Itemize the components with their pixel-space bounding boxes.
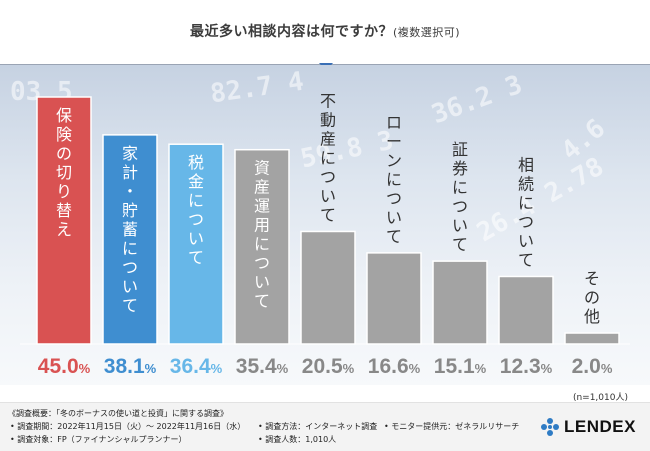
value-label-7: 15.1% (434, 355, 487, 378)
bar-9 (564, 332, 620, 345)
category-label-6: ローンについて (386, 113, 402, 246)
survey-footer: 《調査概要：「冬のボーナスの使い道と投資」に関する調査》 • 調査期間：2022… (0, 402, 650, 451)
survey-method: • 調査方法：インターネット調査 (258, 422, 378, 431)
survey-provider: • モニター提供元：ゼネラルリサーチ (384, 422, 520, 431)
category-label-3: 税金について (188, 153, 204, 267)
survey-count: • 調査人数：1,010人 (258, 435, 337, 444)
bar-1 (36, 96, 92, 345)
bar-3 (168, 143, 224, 345)
bar-chart: 保険の切り替え 45.0% 家計・貯蓄について 38.1% 税金について 36.4% 資産運… (20, 91, 630, 378)
category-label-8: 相続について (518, 155, 534, 269)
chart-title-sub: (複数選択可) (392, 26, 461, 39)
survey-target: • 調査対象：FP（ファイナンシャルプランナー） (10, 435, 187, 444)
survey-overview: 《調査概要：「冬のボーナスの使い道と投資」に関する調査》 (8, 409, 228, 418)
value-label-3: 36.4% (170, 355, 223, 378)
chart-title: 最近多い相談内容は何ですか？(複数選択可) (0, 21, 650, 41)
bar-2 (102, 134, 158, 345)
value-label-9: 2.0% (572, 355, 613, 378)
value-label-8: 12.3% (500, 355, 553, 378)
bar-4 (234, 148, 290, 345)
lendex-logo: LENDEX (540, 417, 636, 437)
bar-6 (366, 252, 422, 345)
value-label-4: 35.4% (236, 355, 289, 378)
lendex-logo-text: LENDEX (564, 417, 636, 436)
value-label-1: 45.0% (38, 355, 91, 378)
category-label-5: 不動産について (320, 91, 336, 224)
title-bar: 最近多い相談内容は何ですか？(複数選択可) (0, 0, 650, 65)
category-label-2: 家計・貯蓄について (122, 144, 138, 315)
bar-5 (300, 230, 356, 345)
category-label-9: その他 (584, 269, 600, 326)
bar-8 (498, 275, 554, 345)
value-label-5: 20.5% (302, 355, 355, 378)
category-label-7: 証券について (452, 140, 468, 254)
chart-title-main: 最近多い相談内容は何ですか？ (189, 24, 393, 40)
lendex-logo-icon (541, 418, 559, 436)
survey-period: • 調査期間：2022年11月15日（火）～ 2022年11月16日（水） (10, 422, 246, 431)
sample-size-note: (n=1,010人) (572, 393, 628, 403)
bar-7 (432, 260, 488, 345)
value-label-2: 38.1% (104, 355, 157, 378)
value-label-6: 16.6% (368, 355, 421, 378)
category-label-1: 保険の切り替え (56, 106, 72, 239)
category-label-4: 資産運用について (254, 159, 270, 311)
